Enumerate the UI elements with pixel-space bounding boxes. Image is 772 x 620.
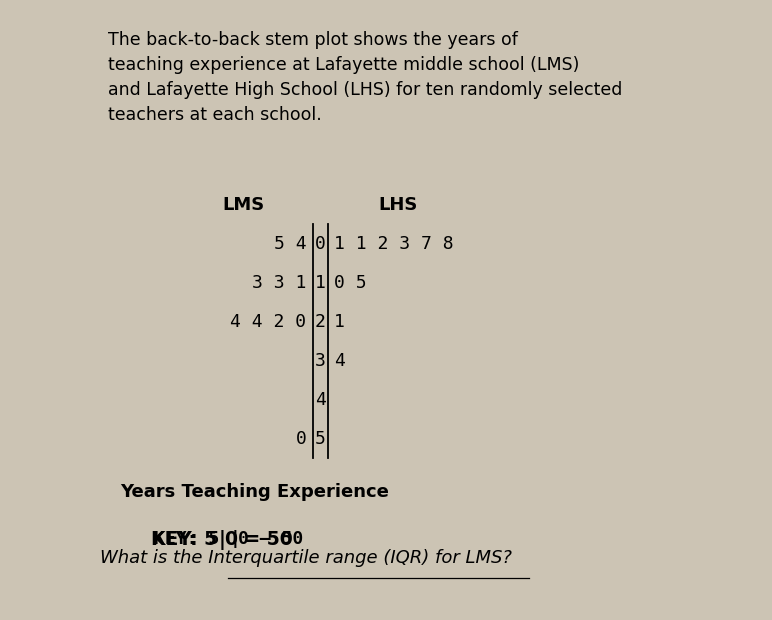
Text: 0 = 50: 0 = 50 — [225, 529, 293, 549]
Text: 0: 0 — [315, 234, 326, 253]
Text: 0 – 50: 0 – 50 — [238, 529, 303, 548]
Text: 4: 4 — [334, 352, 345, 370]
Text: 5 4: 5 4 — [274, 234, 306, 253]
Text: 2: 2 — [315, 312, 326, 331]
Text: 1: 1 — [334, 312, 345, 331]
Text: 3 3 1: 3 3 1 — [252, 273, 306, 292]
Text: 1: 1 — [315, 273, 326, 292]
Text: |: | — [230, 529, 241, 548]
Text: 1 1 2 3 7 8: 1 1 2 3 7 8 — [334, 234, 454, 253]
Text: Years Teaching Experience: Years Teaching Experience — [120, 484, 388, 502]
Text: The back-to-back stem plot shows the years of
teaching experience at Lafayette m: The back-to-back stem plot shows the yea… — [108, 31, 622, 124]
Text: 4: 4 — [315, 391, 326, 409]
Text: 0 5: 0 5 — [334, 273, 367, 292]
Text: 5: 5 — [315, 430, 326, 448]
Text: 0: 0 — [296, 430, 306, 448]
Text: LMS: LMS — [222, 195, 264, 214]
Text: 3: 3 — [315, 352, 326, 370]
Text: KEY: 5: KEY: 5 — [151, 529, 217, 549]
Text: KEY: 5: KEY: 5 — [154, 529, 220, 548]
Text: LHS: LHS — [378, 195, 418, 214]
Text: 4 4 2 0: 4 4 2 0 — [230, 312, 306, 331]
Text: |: | — [218, 529, 225, 550]
Text: What is the Interquartile range (IQR) for LMS?: What is the Interquartile range (IQR) fo… — [100, 549, 513, 567]
